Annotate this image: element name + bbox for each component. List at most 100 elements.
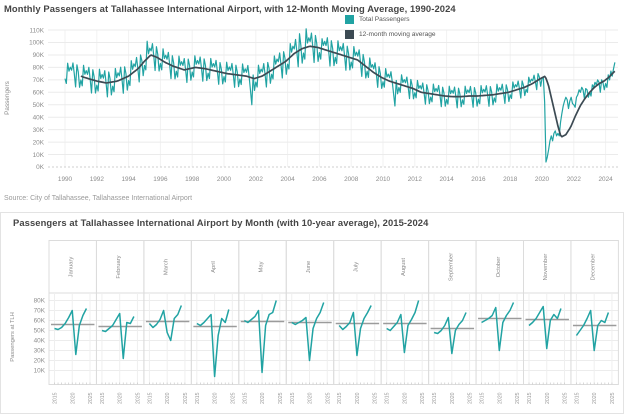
month-label: April: [211, 261, 217, 273]
year-tick-label: 2020: [402, 392, 408, 404]
x-tick-label: 2000: [217, 176, 232, 183]
month-label: January: [69, 257, 75, 278]
year-tick-label: 2015: [480, 392, 486, 404]
month-label: September: [448, 253, 454, 281]
y-tick-label: 100K: [29, 40, 45, 47]
y-tick-label: 40K: [33, 114, 45, 121]
y-tick-label: 0K: [36, 164, 45, 171]
x-tick-label: 1998: [185, 176, 200, 183]
month-trend-line: [433, 312, 467, 355]
x-tick-label: 2006: [312, 176, 327, 183]
y-tick-label: 10K: [33, 152, 45, 159]
year-tick-label: 2025: [230, 392, 236, 404]
total-passengers-swatch: [345, 15, 354, 24]
legend-label: Total Passengers: [359, 16, 410, 23]
x-tick-label: 2020: [535, 176, 550, 183]
y-tick-label: 90K: [33, 52, 45, 59]
x-tick-label: 2012: [408, 176, 423, 183]
x-tick-label: 2016: [471, 176, 486, 183]
year-tick-label: 2015: [147, 392, 153, 404]
year-tick-label: 2025: [373, 392, 379, 404]
legend-item-total-passengers: Total Passengers: [345, 12, 436, 27]
year-tick-label: 2020: [70, 392, 76, 404]
month-label: July: [353, 262, 359, 272]
month-label: February: [116, 255, 122, 278]
top-chart-legend: Total Passengers 12-month moving average: [345, 12, 436, 42]
y-tick-label: 110K: [30, 27, 45, 34]
year-tick-label: 2015: [527, 392, 533, 404]
year-tick-label: 2015: [53, 392, 59, 404]
moving-average-line: [80, 45, 616, 138]
x-tick-label: 2022: [567, 176, 582, 183]
year-tick-label: 2020: [118, 392, 124, 404]
month-label: October: [496, 257, 502, 278]
y-tick-label: 30K: [34, 348, 46, 355]
year-tick-label: 2025: [183, 392, 189, 404]
year-tick-label: 2025: [325, 392, 331, 404]
year-tick-label: 2025: [563, 392, 569, 404]
year-tick-label: 2020: [497, 392, 503, 404]
x-tick-label: 2024: [598, 176, 613, 183]
month-trend-line: [575, 309, 610, 352]
x-tick-label: 2008: [344, 176, 359, 183]
month-label: May: [259, 261, 265, 272]
month-panel-august: August 2015 2020 2025: [380, 240, 430, 404]
month-label: December: [591, 254, 597, 281]
x-tick-label: 1992: [90, 176, 105, 183]
moving-average-swatch: [345, 30, 354, 39]
y-tick-label: 50K: [33, 102, 45, 109]
x-tick-label: 2010: [376, 176, 391, 183]
month-panel-june: June 2015 2020 2025: [285, 240, 335, 404]
year-tick-label: 2020: [213, 392, 219, 404]
year-tick-label: 2015: [574, 392, 580, 404]
month-label: November: [543, 254, 549, 281]
month-trend-line: [291, 302, 325, 362]
month-panel-february: February 2015 2020 2025: [95, 240, 145, 404]
year-tick-label: 2020: [165, 392, 171, 404]
y-tick-label: 40K: [34, 338, 46, 345]
year-tick-label: 2015: [385, 392, 391, 404]
x-tick-label: 1990: [58, 176, 73, 183]
year-tick-label: 2015: [100, 392, 106, 404]
year-tick-label: 2025: [468, 392, 474, 404]
month-panel-december: December 2015 2020 2025: [570, 240, 619, 404]
y-tick-label: 20K: [34, 358, 46, 365]
y-tick-label: 10K: [34, 368, 46, 375]
year-tick-label: 2020: [308, 392, 314, 404]
y-tick-label: 50K: [34, 328, 46, 335]
month-trend-line: [481, 302, 515, 352]
y-axis-title: Passengers: [4, 81, 11, 115]
by-month-small-multiples-chart: 10K 20K 30K 40K 50K 60K 70K 80K Passengers at TL…: [10, 240, 619, 404]
month-trend-line: [338, 305, 372, 357]
year-tick-label: 2025: [515, 392, 521, 404]
y-tick-label: 70K: [34, 308, 46, 315]
year-tick-label: 2015: [432, 392, 438, 404]
month-panel-may: May 2015 2020 2025: [238, 240, 287, 404]
total-passengers-line: [64, 28, 616, 163]
gridlines: [48, 29, 618, 168]
by-month-figure: 10K 20K 30K 40K 50K 60K 70K 80K Passengers at TL…: [0, 212, 624, 414]
month-panel-july: July 2015 2020 2025: [333, 240, 382, 404]
x-tick-label: 1994: [121, 176, 136, 183]
month-trend-line: [148, 305, 183, 342]
year-tick-label: 2015: [242, 392, 248, 404]
month-label: March: [164, 259, 170, 275]
y-tick-label: 70K: [33, 77, 45, 84]
year-tick-label: 2025: [420, 392, 426, 404]
bottom-chart-title: Passengers at Tallahassee International …: [13, 217, 429, 228]
month-trend-line: [386, 300, 420, 354]
legend-label: 12-month moving average: [359, 31, 436, 38]
y-tick-label: 20K: [33, 139, 45, 146]
year-tick-label: 2020: [355, 392, 361, 404]
legend-item-moving-average: 12-month moving average: [345, 27, 436, 42]
year-tick-label: 2025: [88, 392, 94, 404]
source-note: Source: City of Tallahassee, Tallahassee…: [4, 195, 193, 202]
year-tick-label: 2015: [290, 392, 296, 404]
month-label: August: [401, 258, 407, 276]
year-tick-label: 2020: [260, 392, 266, 404]
year-tick-label: 2015: [195, 392, 201, 404]
month-panel-november: November 2015 2020 2025: [523, 240, 572, 404]
x-tick-label: 2002: [249, 176, 264, 183]
y-tick-label: 60K: [33, 90, 45, 97]
